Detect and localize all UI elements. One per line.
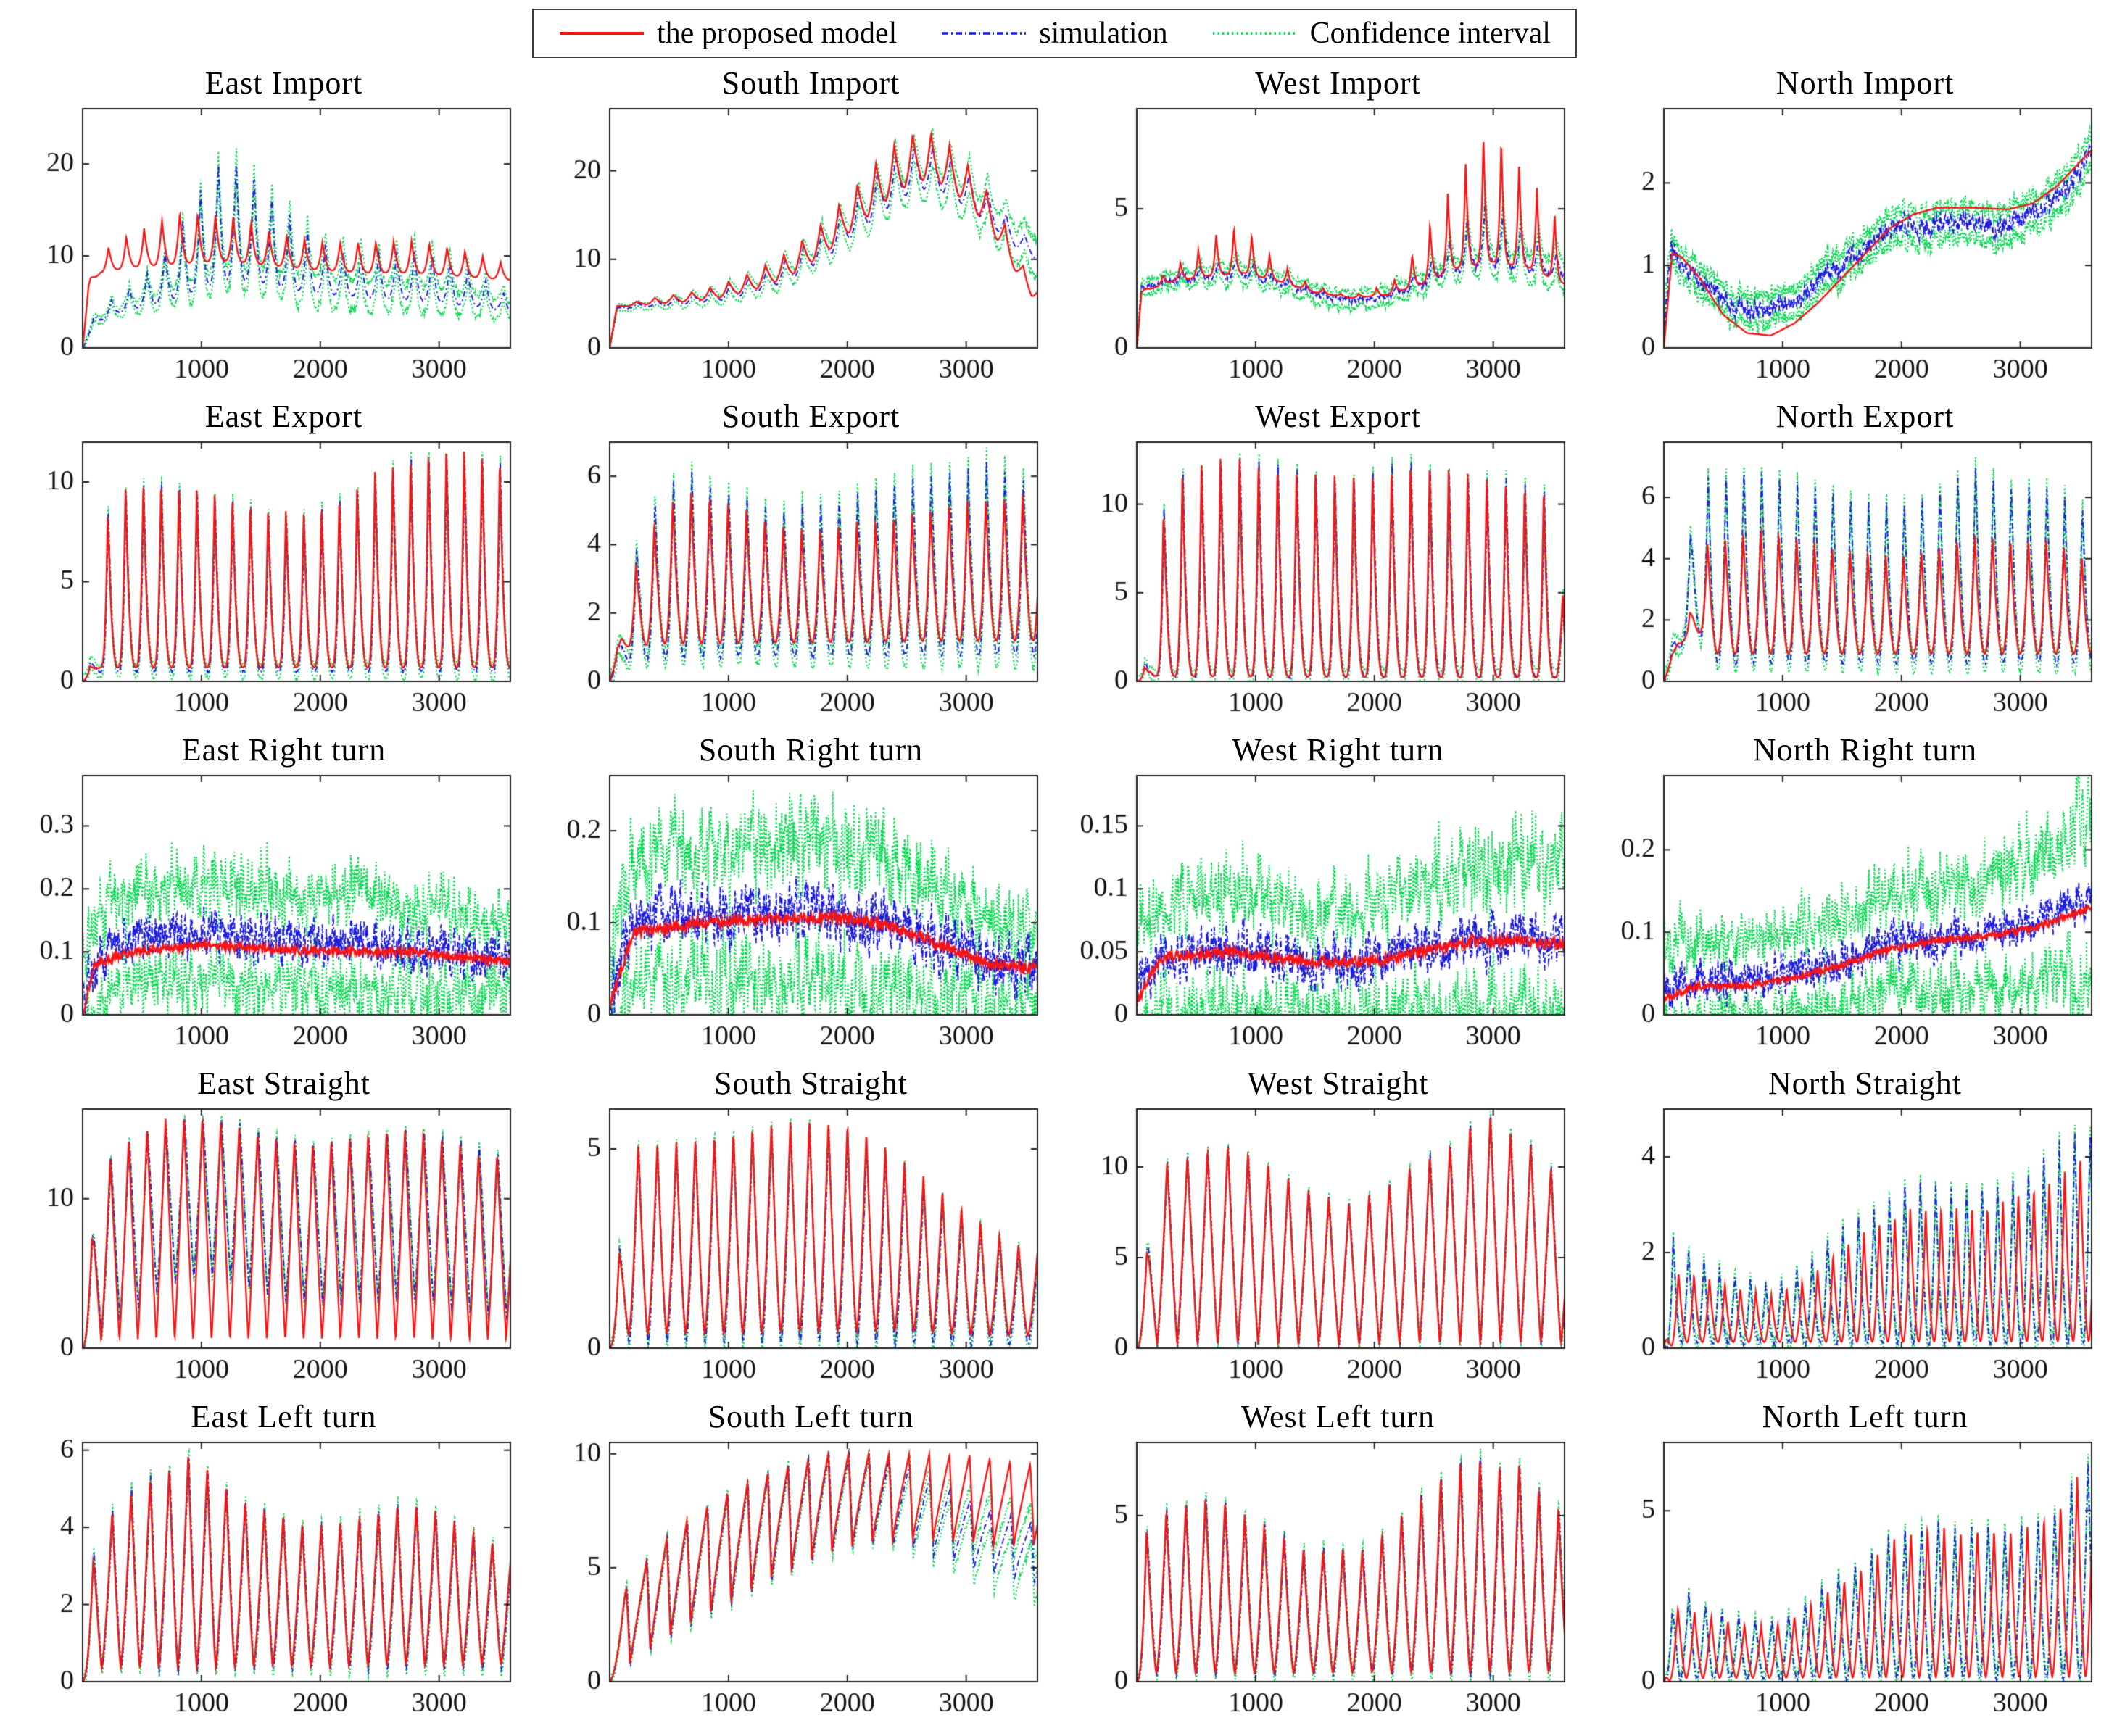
plot-title: North Import [1776,65,1955,101]
plot-canvas [536,1437,1045,1725]
plot-canvas [1591,436,2099,725]
plot-canvas [1064,103,1572,391]
dashdot-line-icon [942,32,1027,35]
plot-canvas [536,770,1045,1058]
plot-canvas [1591,1103,2099,1392]
legend-item-simulation: simulation [940,16,1168,51]
subplot-west-export: West Export [1054,393,1581,726]
plot-canvas [1591,103,2099,391]
solid-line-icon [560,32,644,35]
subplot-north-right-turn: North Right turn [1581,726,2108,1060]
plot-canvas [536,103,1045,391]
plot-title: East Left turn [191,1399,377,1434]
plot-title: North Left turn [1762,1399,1968,1434]
plot-canvas [1591,770,2099,1058]
plot-title: South Left turn [708,1399,914,1434]
plot-title: North Export [1776,399,1955,434]
plot-title: West Straight [1247,1066,1429,1101]
plot-canvas [1064,436,1572,725]
subplot-east-right-turn: East Right turn [0,726,527,1060]
subplot-west-left-turn: West Left turn [1054,1393,1581,1727]
plot-canvas [1064,1103,1572,1392]
plot-canvas [536,1103,1045,1392]
subplot-east-straight: East Straight [0,1060,527,1393]
plot-title: South Import [721,65,900,101]
plot-canvas [9,1103,518,1392]
plot-canvas [9,103,518,391]
plot-title: East Import [204,65,363,101]
subplot-east-import: East Import [0,59,527,393]
subplot-north-import: North Import [1581,59,2108,393]
subplot-east-export: East Export [0,393,527,726]
subplot-west-right-turn: West Right turn [1054,726,1581,1060]
plot-title: South Straight [713,1066,908,1101]
subplot-east-left-turn: East Left turn [0,1393,527,1727]
plot-canvas [536,436,1045,725]
subplot-west-import: West Import [1054,59,1581,393]
plot-title: North Straight [1768,1066,1962,1101]
legend: the proposed model simulation Confidence… [532,9,1577,58]
subplot-grid: East Import South Import West Import North … [0,59,2108,1727]
dotted-line-icon [1212,32,1297,35]
plot-title: East Right turn [181,732,386,768]
legend-item-proposed-model: the proposed model [558,16,897,51]
plot-title: West Export [1255,399,1421,434]
plot-canvas [1064,770,1572,1058]
legend-label-confidence-interval: Confidence interval [1309,17,1551,50]
plot-title: West Import [1255,65,1421,101]
subplot-south-straight: South Straight [527,1060,1054,1393]
subplot-west-straight: West Straight [1054,1060,1581,1393]
plot-title: South Right turn [698,732,924,768]
plot-title: North Right turn [1752,732,1978,768]
plot-title: West Left turn [1240,1399,1435,1434]
subplot-north-left-turn: North Left turn [1581,1393,2108,1727]
legend-label-simulation: simulation [1039,17,1168,50]
plot-canvas [1591,1437,2099,1725]
subplot-south-left-turn: South Left turn [527,1393,1054,1727]
plot-title: South Export [721,399,900,434]
plot-canvas [9,1437,518,1725]
subplot-south-import: South Import [527,59,1054,393]
legend-item-confidence-interval: Confidence interval [1211,16,1551,51]
legend-label-proposed-model: the proposed model [657,17,898,50]
plot-canvas [1064,1437,1572,1725]
subplot-north-straight: North Straight [1581,1060,2108,1393]
plot-canvas [9,436,518,725]
subplot-north-export: North Export [1581,393,2108,726]
plot-title: East Straight [196,1066,371,1101]
subplot-south-right-turn: South Right turn [527,726,1054,1060]
subplot-south-export: South Export [527,393,1054,726]
plot-title: West Right turn [1232,732,1444,768]
plot-title: East Export [204,399,363,434]
plot-canvas [9,770,518,1058]
